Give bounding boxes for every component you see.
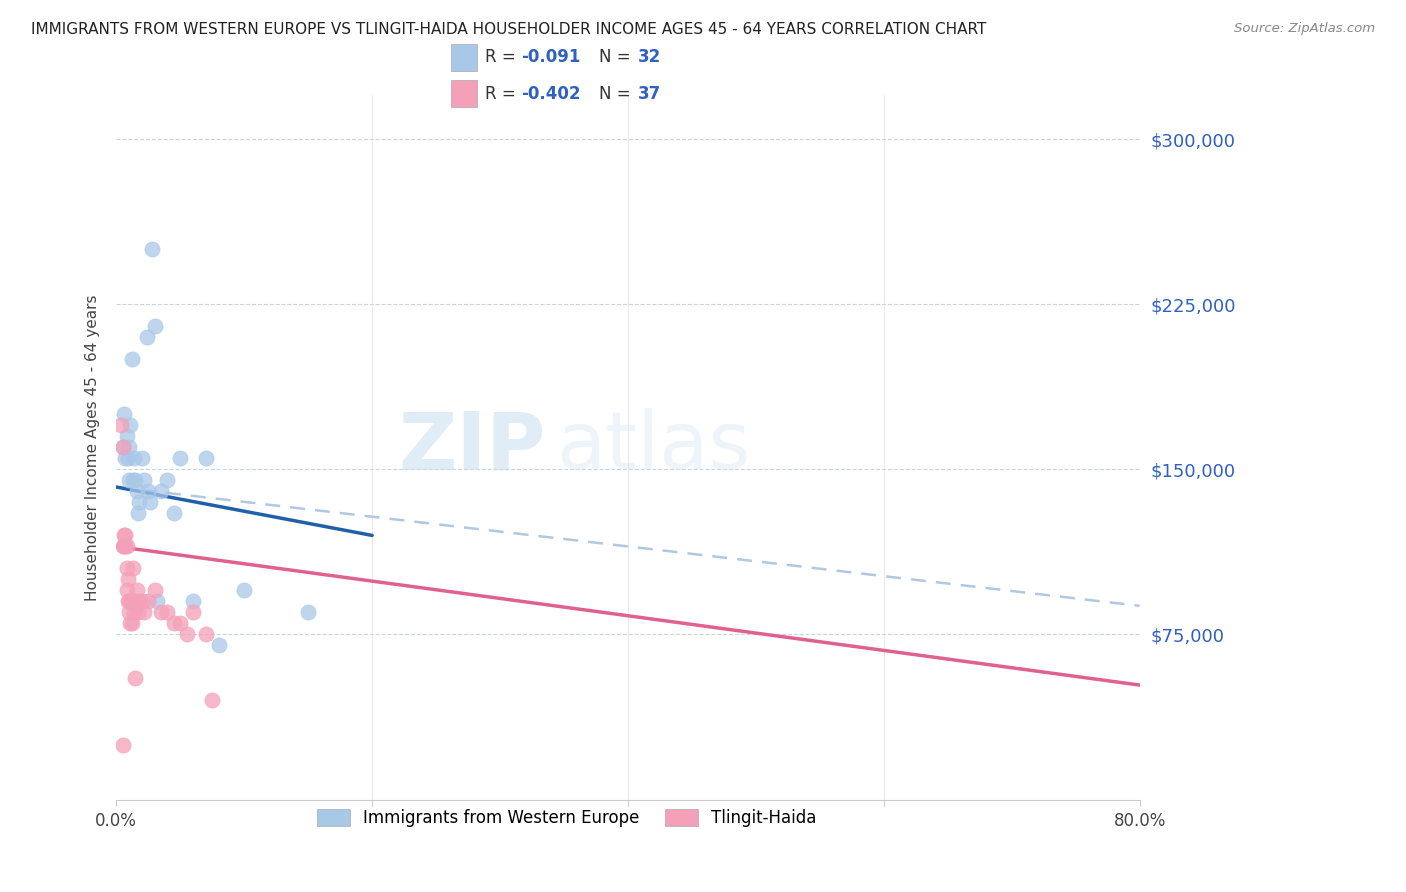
Text: R =: R = — [485, 48, 515, 66]
Point — [114, 451, 136, 466]
Point — [111, 441, 134, 455]
Text: -0.402: -0.402 — [520, 85, 581, 103]
Point — [114, 540, 136, 554]
Text: -0.091: -0.091 — [520, 48, 581, 66]
Point — [122, 606, 145, 620]
Point — [150, 484, 173, 499]
Point — [143, 583, 166, 598]
Point — [118, 606, 141, 620]
Point — [194, 627, 217, 641]
Text: 37: 37 — [638, 85, 661, 103]
Point — [117, 573, 139, 587]
Point — [169, 616, 191, 631]
Point — [115, 429, 138, 443]
Point — [156, 474, 179, 488]
Point — [118, 594, 141, 608]
Point — [121, 594, 143, 608]
Point — [146, 594, 169, 608]
Point — [169, 451, 191, 466]
Point — [112, 528, 135, 542]
Point — [163, 616, 186, 631]
Legend: Immigrants from Western Europe, Tlingit-Haida: Immigrants from Western Europe, Tlingit-… — [309, 802, 824, 833]
Point — [176, 627, 198, 641]
Point — [136, 594, 159, 608]
Point — [118, 441, 141, 455]
Point — [124, 672, 146, 686]
Point — [117, 451, 139, 466]
Y-axis label: Householder Income Ages 45 - 64 years: Householder Income Ages 45 - 64 years — [86, 294, 100, 600]
Point — [138, 495, 160, 509]
Point — [156, 606, 179, 620]
Point — [124, 474, 146, 488]
Point — [143, 319, 166, 334]
Text: R =: R = — [485, 85, 515, 103]
Point — [120, 616, 142, 631]
Point — [112, 540, 135, 554]
Point — [127, 606, 149, 620]
Point — [117, 594, 139, 608]
FancyBboxPatch shape — [451, 80, 477, 107]
Text: N =: N = — [599, 85, 630, 103]
Point — [114, 528, 136, 542]
Point — [115, 583, 138, 598]
Point — [125, 583, 148, 598]
Point — [134, 474, 156, 488]
Point — [122, 474, 145, 488]
Point — [134, 606, 156, 620]
Point — [122, 594, 145, 608]
Point — [111, 441, 134, 455]
Point — [131, 451, 153, 466]
Point — [163, 507, 186, 521]
Text: IMMIGRANTS FROM WESTERN EUROPE VS TLINGIT-HAIDA HOUSEHOLDER INCOME AGES 45 - 64 : IMMIGRANTS FROM WESTERN EUROPE VS TLINGI… — [31, 22, 986, 37]
Point — [131, 594, 153, 608]
Point — [136, 484, 159, 499]
Point — [112, 408, 135, 422]
Point — [111, 540, 134, 554]
Point — [181, 606, 204, 620]
Point — [150, 606, 173, 620]
Point — [111, 738, 134, 752]
Point — [128, 594, 150, 608]
Point — [115, 540, 138, 554]
Point — [118, 474, 141, 488]
Point — [125, 484, 148, 499]
Point — [121, 352, 143, 367]
Point — [194, 451, 217, 466]
Point — [181, 594, 204, 608]
Point — [122, 561, 145, 575]
Point — [297, 606, 319, 620]
Point — [122, 451, 145, 466]
Point — [141, 243, 163, 257]
Point — [127, 507, 149, 521]
Point — [136, 330, 159, 344]
FancyBboxPatch shape — [451, 44, 477, 70]
Point — [207, 639, 229, 653]
Point — [115, 561, 138, 575]
Text: 32: 32 — [638, 48, 661, 66]
Point — [201, 693, 224, 707]
Text: ZIP: ZIP — [399, 409, 546, 486]
Point — [120, 418, 142, 433]
Point — [110, 418, 132, 433]
Text: atlas: atlas — [557, 409, 751, 486]
Point — [128, 495, 150, 509]
Text: Source: ZipAtlas.com: Source: ZipAtlas.com — [1234, 22, 1375, 36]
Text: N =: N = — [599, 48, 630, 66]
Point — [233, 583, 256, 598]
Point — [121, 616, 143, 631]
